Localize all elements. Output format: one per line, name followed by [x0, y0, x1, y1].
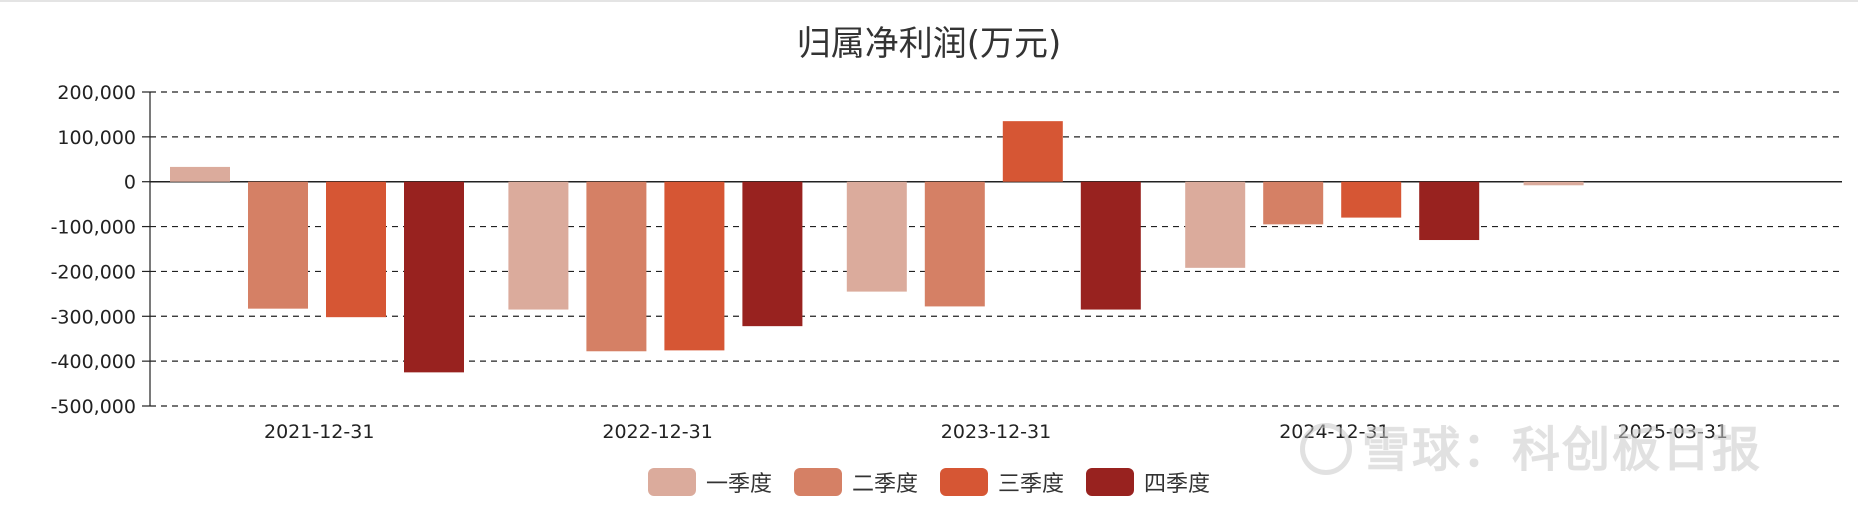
bar-2021-12-31-q1: [170, 166, 230, 182]
bar-2023-12-31-q1: [846, 181, 907, 292]
bar-2022-12-31-q2: [586, 181, 647, 352]
bar-2024-12-31-q4: [1419, 181, 1480, 241]
bar-2023-12-31-q4: [1080, 181, 1141, 310]
chart-legend: 一季度 二季度 三季度 四季度: [0, 466, 1858, 498]
x-tick-label: 2021-12-31: [264, 421, 374, 443]
legend-label-q2: 二季度: [851, 472, 918, 497]
snowball-logo-icon: [1300, 423, 1352, 475]
legend-swatch-q2: [793, 468, 842, 496]
y-tick-label: 0: [124, 172, 136, 194]
bar-2021-12-31-q3: [326, 181, 386, 318]
bar-2022-12-31-q1: [508, 181, 569, 310]
bar-2022-12-31-q4: [742, 181, 803, 327]
y-tick-label: -300,000: [51, 306, 136, 328]
chart-title: 归属净利润(万元): [796, 24, 1062, 64]
top-border-line: [0, 0, 1858, 2]
legend-item-q2[interactable]: 二季度: [793, 466, 918, 498]
bar-2023-12-31-q3: [1002, 121, 1063, 182]
y-tick-label: -100,000: [51, 217, 136, 239]
bar-2024-12-31-q3: [1341, 181, 1402, 218]
legend-label-q1: 一季度: [705, 472, 772, 497]
legend-item-q1[interactable]: 一季度: [647, 466, 772, 498]
bar-2024-12-31-q1: [1185, 181, 1246, 268]
x-tick-label: 2025-03-31: [1618, 421, 1728, 443]
bar-2025-03-31-q1: [1523, 181, 1584, 186]
bar-2021-12-31-q2: [248, 181, 308, 309]
x-tick-label: 2022-12-31: [602, 421, 712, 443]
y-tick-label: -400,000: [51, 351, 136, 373]
bar-2023-12-31-q2: [924, 181, 985, 307]
legend-swatch-q1: [647, 468, 696, 496]
legend-item-q4[interactable]: 四季度: [1086, 466, 1210, 498]
legend-swatch-q4: [1086, 468, 1135, 496]
y-tick-label: 200,000: [57, 82, 136, 104]
bar-2024-12-31-q2: [1263, 181, 1324, 225]
y-tick-label: 100,000: [57, 127, 136, 149]
x-tick-label: 2023-12-31: [941, 421, 1051, 443]
y-tick-label: -200,000: [51, 261, 136, 283]
legend-label-q3: 三季度: [998, 472, 1065, 497]
y-tick-label: -500,000: [51, 396, 136, 418]
legend-item-q3[interactable]: 三季度: [940, 466, 1064, 498]
legend-label-q4: 四季度: [1144, 472, 1211, 497]
bar-2021-12-31-q4: [404, 181, 464, 373]
bar-2022-12-31-q3: [664, 181, 725, 351]
watermark: 雪球：科创板日报: [1300, 410, 1762, 480]
bar-chart: 200,000 100,000 0 -100,000 -200,000 -300,000 -…: [51, 82, 1842, 443]
legend-swatch-q3: [940, 468, 988, 496]
